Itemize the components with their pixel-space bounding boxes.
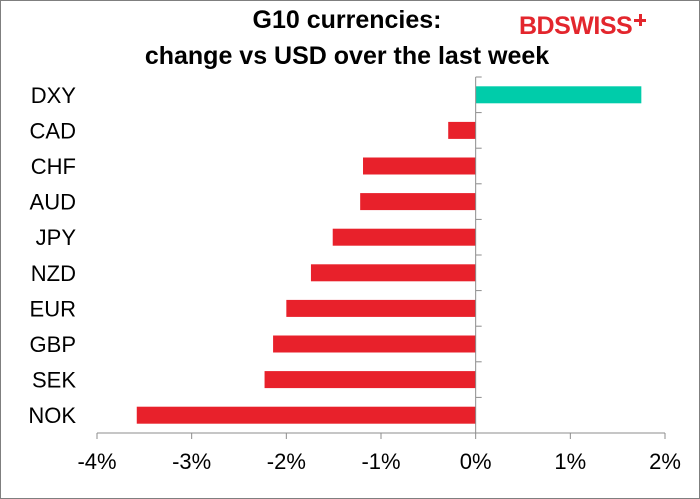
category-label-cad: CAD	[30, 118, 76, 143]
category-label-jpy: JPY	[36, 225, 77, 250]
category-label-dxy: DXY	[31, 83, 77, 108]
bar-sek	[264, 371, 476, 389]
category-label-aud: AUD	[30, 190, 76, 215]
bar-aud	[360, 193, 476, 211]
category-label-gbp: GBP	[30, 332, 76, 357]
x-tick-label: -2%	[267, 449, 306, 474]
bar-dxy	[475, 86, 642, 104]
category-label-eur: EUR	[30, 296, 76, 321]
chart-subtitle: change vs USD over the last week	[144, 42, 550, 70]
x-tick-label: 0%	[460, 449, 492, 474]
logo-bd-text: BD	[519, 11, 555, 40]
bar-nzd	[310, 264, 476, 282]
bdswiss-logo: BD SWISS	[519, 11, 647, 41]
category-label-sek: SEK	[32, 368, 76, 393]
bar-nok	[136, 406, 476, 424]
x-tick-label: 2%	[649, 449, 681, 474]
x-tick-label: -1%	[361, 449, 400, 474]
category-label-nzd: NZD	[31, 261, 76, 286]
bar-chf	[363, 157, 476, 175]
bar-gbp	[273, 335, 476, 353]
x-tick-label: 1%	[554, 449, 586, 474]
x-tick-label: -4%	[77, 449, 116, 474]
logo-plus-icon	[634, 14, 647, 26]
bar-eur	[286, 299, 476, 317]
x-tick-label: -3%	[172, 449, 211, 474]
logo-swiss-text: SWISS	[554, 11, 633, 40]
category-label-chf: CHF	[31, 154, 76, 179]
bar-cad	[448, 121, 476, 139]
bar-jpy	[332, 228, 476, 246]
chart-title: G10 currencies:	[252, 6, 442, 34]
category-label-nok: NOK	[28, 403, 76, 428]
